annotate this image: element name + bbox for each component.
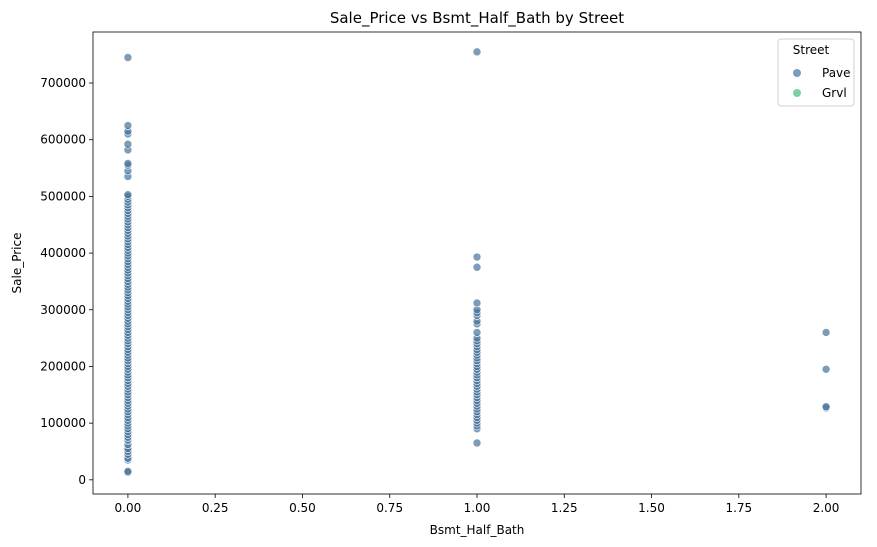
data-point: [472, 328, 482, 337]
data-point: [472, 47, 482, 57]
y-tick-label: 400000: [40, 246, 86, 260]
x-tick-label: 1.50: [638, 501, 665, 515]
x-tick-label: 0.50: [289, 501, 316, 515]
legend-marker-grvl: [793, 89, 801, 97]
x-tick-label: 0.25: [202, 501, 229, 515]
data-point: [472, 262, 482, 272]
data-point: [123, 121, 133, 130]
y-tick-label: 500000: [40, 189, 86, 203]
x-tick-label: 1.75: [725, 501, 752, 515]
data-point: [472, 252, 482, 262]
y-tick-label: 700000: [40, 76, 86, 90]
x-tick-label: 2.00: [813, 501, 840, 515]
y-axis-label: Sale_Price: [10, 233, 24, 294]
data-point: [472, 438, 482, 448]
chart-title: Sale_Price vs Bsmt_Half_Bath by Street: [330, 9, 624, 28]
x-axis-label: Bsmt_Half_Bath: [430, 523, 525, 537]
x-tick-label: 1.25: [551, 501, 578, 515]
x-axis: 0.00 0.25 0.50 0.75 1.00 1.25 1.50 1.75 2.00: [115, 494, 840, 515]
data-point: [821, 328, 831, 337]
legend-label-grvl: Grvl: [822, 86, 847, 100]
data-point: [123, 53, 133, 62]
data-point: [123, 139, 133, 149]
y-axis: 0 100000 200000 300000 400000 500000 600000 700…: [40, 76, 93, 487]
y-tick-label: 0: [78, 473, 86, 487]
points-layer: [123, 47, 831, 477]
data-point: [821, 402, 831, 412]
x-tick-label: 0.75: [376, 501, 403, 515]
data-point: [123, 159, 133, 168]
y-tick-label: 100000: [40, 416, 86, 430]
legend-marker-pave: [793, 69, 801, 77]
legend: Street Pave Grvl: [777, 38, 855, 107]
legend-title: Street: [793, 43, 830, 57]
data-point: [123, 190, 133, 199]
data-point: [123, 467, 133, 476]
legend-label-pave: Pave: [822, 66, 851, 80]
y-tick-label: 600000: [40, 133, 86, 147]
y-tick-label: 300000: [40, 303, 86, 317]
data-point: [821, 364, 831, 374]
y-tick-label: 200000: [40, 359, 86, 373]
plot-area: [92, 31, 862, 495]
x-tick-label: 1.00: [464, 501, 491, 515]
x-tick-label: 0.00: [115, 501, 142, 515]
data-point: [472, 298, 482, 308]
